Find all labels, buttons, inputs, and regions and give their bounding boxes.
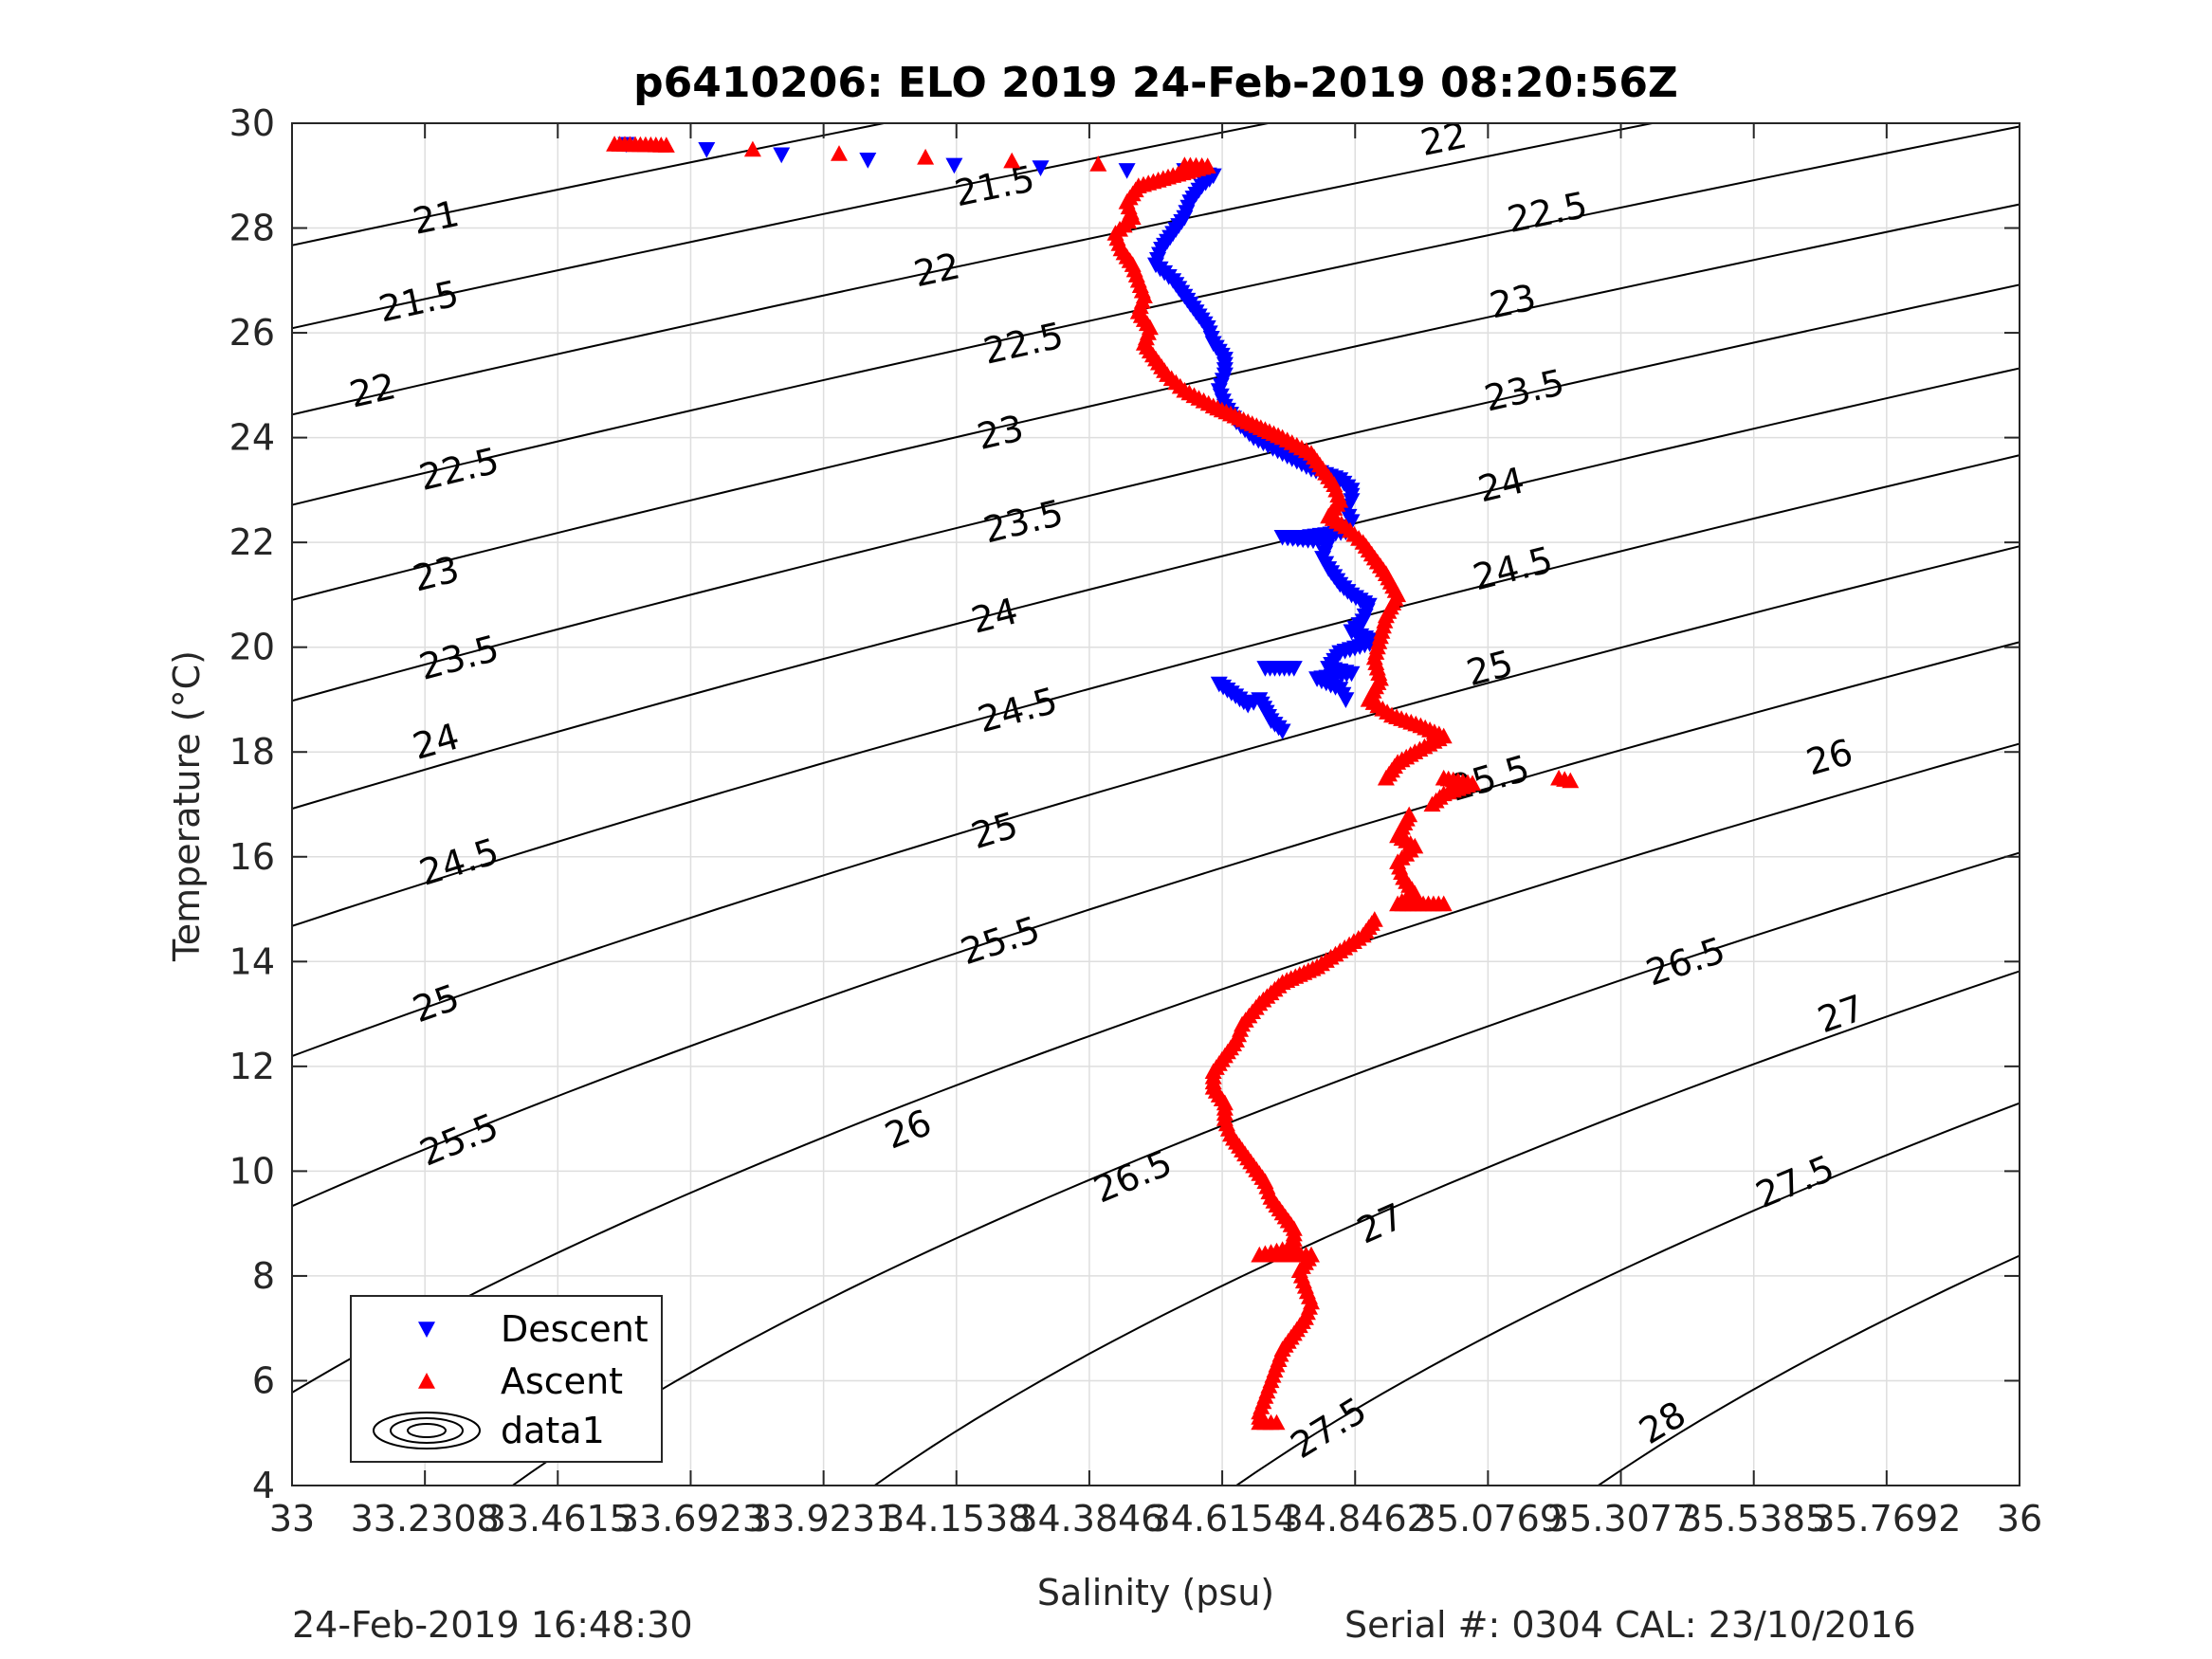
data-point [743,140,761,157]
contour-label: 22 [910,245,964,295]
data-point [1032,160,1050,176]
data-point [1089,155,1107,172]
data-point [773,147,791,164]
isopycnal-line [292,125,2020,506]
isopycnal-line [292,454,2020,927]
data-point [1377,769,1395,786]
y-tick-label: 22 [229,521,275,563]
data-point [1256,661,1274,677]
legend-marker [418,1373,435,1389]
contour-label: 22 [346,365,400,416]
legend-label: Ascent [501,1360,623,1402]
y-tick-label: 24 [229,417,275,459]
y-tick-label: 12 [229,1046,275,1087]
data-point [831,145,848,161]
x-tick-label: 34.3846 [1015,1498,1163,1540]
footer-serial-calibration: Serial #: 0304 CAL: 23/10/2016 [1344,1604,1916,1646]
data-point [917,148,935,165]
data-point [1273,723,1291,740]
isopycnal-line [292,283,2020,702]
x-tick-label: 33.9231 [749,1498,898,1540]
legend-marker [418,1322,435,1338]
chart-title: p6410206: ELO 2019 24-Feb-2019 08:20:56Z [633,59,1678,107]
isopycnal-line [510,851,2020,1486]
y-axis: 4 6 8 10 12 14 16 18 20 22 24 26 28 30 [229,102,2020,1506]
y-tick-label: 26 [229,312,275,354]
data-series [606,136,1580,1431]
x-tick-label: 34.1538 [882,1498,1031,1540]
legend-contour-symbol [373,1412,481,1449]
data-point [1118,163,1136,179]
legend-contour-symbol [407,1423,447,1438]
x-tick-label: 34.6154 [1148,1498,1297,1540]
x-tick-label: 33 [269,1498,315,1540]
contour-label: 24 [1474,459,1528,510]
plot-frame [291,122,2020,1486]
x-axis-label: Salinity (psu) [1037,1572,1274,1613]
data-point [1435,895,1453,912]
x-tick-label: 33.4615 [484,1498,632,1540]
y-tick-label: 16 [229,836,275,878]
x-tick-label: 35.3077 [1546,1498,1695,1540]
data-point [698,142,716,158]
isopycnal-line [292,545,2020,1058]
y-tick-label: 30 [229,102,275,144]
y-axis-label: Temperature (°C) [166,650,208,962]
isopycnal-line [292,367,2020,811]
legend-label: data1 [501,1410,605,1451]
y-tick-label: 6 [252,1359,275,1401]
data-point [1562,772,1580,789]
isopycnal-line [292,203,2020,601]
x-tick-label: 34.8462 [1281,1498,1430,1540]
data-point [945,157,963,174]
data-point [1423,795,1441,812]
y-tick-label: 20 [229,627,275,668]
x-tick-label: 35.7692 [1812,1498,1961,1540]
legend-contour-symbol [390,1417,464,1444]
legend-item-descent: Descent [418,1308,649,1350]
footer-timestamp: 24-Feb-2019 16:48:30 [292,1604,693,1646]
legend-box [350,1295,663,1463]
legend-item-ascent: Ascent [418,1360,623,1402]
plot-area [292,123,2020,1486]
contour-label: 21 [410,192,463,243]
isopycnal-line [872,970,2020,1486]
data-point [1268,1413,1286,1431]
x-tick-label: 36 [1997,1498,2042,1540]
isopycnal-line [1234,1102,2020,1486]
x-tick-label: 33.6923 [616,1498,765,1540]
data-point [1337,692,1355,708]
y-tick-label: 18 [229,731,275,773]
y-tick-label: 8 [252,1255,275,1297]
series-ascent [606,136,1580,1431]
data-point [657,137,675,153]
data-point [1003,152,1021,169]
legend: Descent Ascent data1 [350,1295,663,1463]
y-tick-label: 10 [229,1150,275,1192]
data-point [859,153,877,169]
legend-label: Descent [501,1308,649,1350]
contour-label: 22 [1417,114,1471,164]
y-tick-label: 28 [229,208,275,249]
x-tick-label: 35.5385 [1679,1498,1828,1540]
x-axis: 33 33.230833.461533.692333.923134.153834.… [269,123,2042,1540]
contour-label: 23 [973,407,1027,458]
x-tick-label: 35.0769 [1414,1498,1563,1540]
y-tick-label: 4 [252,1465,275,1506]
isopycnal-line [292,123,1657,416]
contour-label: 23 [1486,276,1540,326]
legend-item-data1: data1 [373,1410,605,1451]
isopycnal-line [292,742,2020,1395]
y-tick-label: 14 [229,940,275,982]
x-tick-label: 33.2308 [351,1498,500,1540]
isopycnal-line [1596,1254,2020,1486]
